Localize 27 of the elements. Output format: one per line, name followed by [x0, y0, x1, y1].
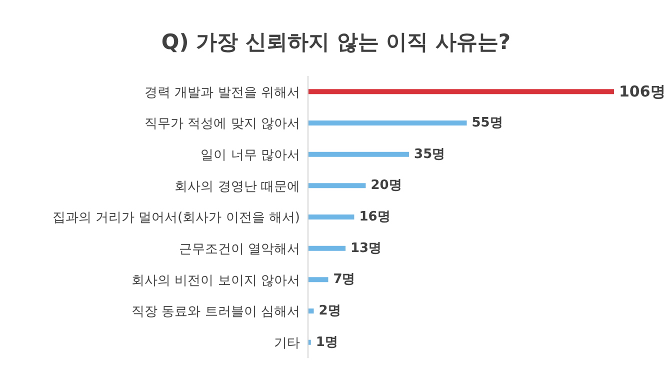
- data-label: 7명: [333, 272, 356, 288]
- bar: [308, 214, 354, 220]
- data-label: 35명: [414, 146, 446, 162]
- y-tick-label: 회사의 비전이 보이지 않아서: [132, 273, 300, 288]
- bar: [308, 120, 467, 126]
- data-label: 2명: [318, 304, 341, 318]
- y-tick-label: 직장 동료와 트러블이 심해서: [132, 304, 300, 320]
- y-tick-label: 일이 너무 많아서: [200, 148, 300, 163]
- bar: [308, 152, 410, 157]
- bar: [308, 308, 314, 314]
- bar: [308, 277, 328, 282]
- data-label: 55명: [472, 116, 503, 130]
- data-label: 106명: [619, 82, 666, 101]
- y-tick-label: 집과의 거리가 멀어서(회사가 이전을 해서): [52, 210, 300, 226]
- y-tick-label: 회사의 경영난 때문에: [174, 179, 300, 194]
- bar: [308, 89, 614, 94]
- data-label: 20명: [370, 178, 402, 194]
- y-tick-label: 경력 개발과 발전을 위해서: [144, 85, 300, 100]
- bar: [308, 246, 346, 251]
- data-label: 16명: [359, 210, 390, 224]
- data-label: 1명: [316, 334, 338, 350]
- y-tick-label: 직무가 적성에 맞지 않아서: [144, 116, 300, 132]
- bar: [308, 183, 366, 188]
- y-tick-label: 근무조건이 열악해서: [178, 242, 300, 257]
- data-label: 13명: [350, 240, 382, 256]
- y-tick-label: 기타: [274, 336, 300, 351]
- chart-title: Q) 가장 신뢰하지 않는 이직 사유는?: [160, 29, 512, 56]
